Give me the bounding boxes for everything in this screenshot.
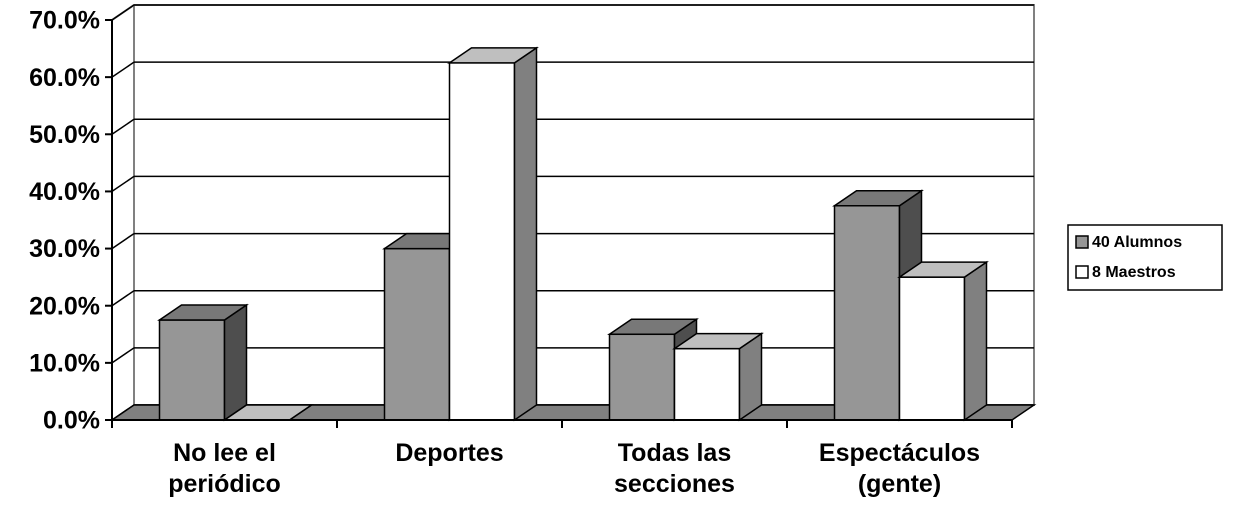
x-tick-label: No lee el periódico [168, 439, 281, 498]
grid-line [111, 61, 135, 78]
bar-top [897, 261, 989, 278]
legend-swatch [1075, 265, 1089, 279]
y-tick-label: 10.0% [29, 349, 100, 377]
legend-box [1067, 224, 1223, 291]
y-tick-label: 0.0% [43, 407, 100, 435]
y-tick-label: 30.0% [29, 235, 100, 263]
bar-front [158, 319, 226, 421]
legend-label: 8 Maestros [1092, 264, 1176, 281]
grid-line [111, 4, 135, 21]
grid-line [111, 118, 135, 135]
bar-front [383, 247, 451, 421]
bar [897, 260, 989, 422]
bar [447, 46, 539, 422]
grid-line [111, 347, 135, 364]
x-tick-label: Todas las secciones [614, 439, 735, 498]
y-tick-label: 60.0% [29, 64, 100, 92]
legend-swatch [1075, 235, 1089, 249]
y-tick-label: 20.0% [29, 292, 100, 320]
bar-side [223, 303, 248, 422]
bar-front [898, 276, 966, 421]
grid-line [111, 232, 135, 250]
grid-line [111, 175, 135, 193]
bar [157, 303, 249, 422]
bar-top [672, 332, 764, 350]
bar-front [448, 62, 516, 421]
bar-side [963, 260, 988, 422]
bar-top [607, 318, 699, 336]
bar-front [608, 333, 676, 421]
y-tick-label: 40.0% [29, 178, 100, 206]
grid-line [111, 290, 135, 307]
bar-front [673, 347, 741, 421]
bar-side [513, 46, 538, 422]
bar-front [833, 204, 901, 421]
x-tick-label: Deportes [395, 439, 504, 467]
y-tick-label: 50.0% [29, 121, 100, 149]
legend: 40 Alumnos 8 Maestros [1067, 224, 1223, 291]
x-tick-label: Espectáculos (gente) [818, 439, 981, 498]
legend-label: 40 Alumnos [1092, 234, 1182, 251]
bar-top [832, 189, 924, 207]
bar-top [157, 304, 249, 321]
bar [672, 332, 764, 422]
bar-top [447, 47, 539, 64]
y-tick-label: 70.0% [29, 7, 100, 35]
